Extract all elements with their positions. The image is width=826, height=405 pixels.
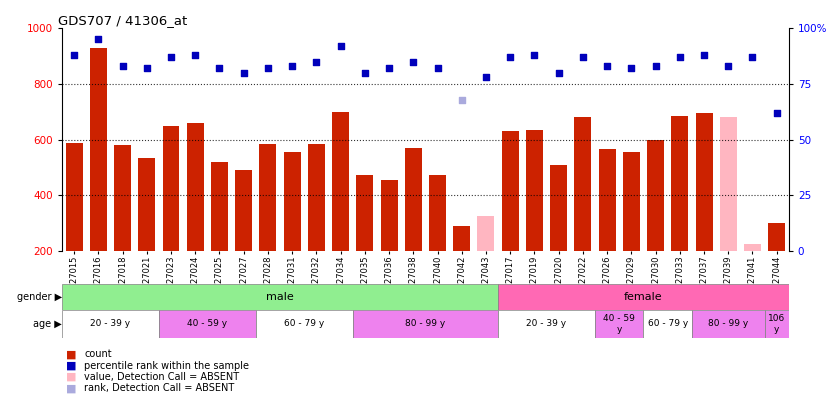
Text: ■: ■ (66, 384, 77, 393)
Point (286, 63, 299, 70)
Bar (574, 117, 591, 251)
Bar (647, 140, 664, 251)
Text: rank, Detection Call = ABSENT: rank, Detection Call = ABSENT (84, 384, 235, 393)
Bar (429, 175, 446, 251)
Bar (768, 223, 786, 251)
Bar (498, 310, 595, 338)
Bar (211, 162, 228, 251)
Point (431, 65, 444, 72)
Text: 60 - 79 y: 60 - 79 y (284, 320, 325, 328)
Point (213, 65, 226, 72)
Text: 20 - 39 y: 20 - 39 y (526, 320, 567, 328)
Text: ■: ■ (66, 350, 77, 359)
Bar (114, 145, 131, 251)
Bar (62, 310, 159, 338)
Bar (187, 123, 204, 251)
Text: GDS707 / 41306_at: GDS707 / 41306_at (59, 14, 188, 27)
Bar (672, 116, 688, 251)
Text: 40 - 59
y: 40 - 59 y (603, 314, 635, 334)
Point (358, 70, 372, 76)
Bar (65, 143, 83, 251)
Text: gender ▶: gender ▶ (17, 292, 62, 302)
Bar (595, 310, 643, 338)
Point (261, 65, 274, 72)
Point (310, 58, 323, 65)
Bar (283, 152, 301, 251)
Bar (526, 130, 543, 251)
Bar (138, 158, 155, 251)
Bar (719, 117, 737, 251)
Bar (235, 171, 252, 251)
Text: percentile rank within the sample: percentile rank within the sample (84, 361, 249, 371)
Bar (353, 310, 498, 338)
Bar (259, 144, 277, 251)
Point (649, 63, 662, 70)
Bar (90, 48, 107, 251)
Bar (477, 216, 495, 251)
Text: ■: ■ (66, 372, 77, 382)
Bar (692, 310, 765, 338)
Bar (765, 310, 789, 338)
Text: 80 - 99 y: 80 - 99 y (406, 320, 445, 328)
Bar (453, 226, 470, 251)
Bar (550, 165, 567, 251)
Point (601, 63, 614, 70)
Bar (623, 152, 640, 251)
Point (552, 70, 565, 76)
Point (140, 65, 154, 72)
Bar (599, 149, 615, 251)
Bar (159, 310, 256, 338)
Bar (332, 112, 349, 251)
Text: 40 - 59 y: 40 - 59 y (188, 320, 227, 328)
Text: 20 - 39 y: 20 - 39 y (90, 320, 131, 328)
Point (697, 52, 710, 58)
Point (504, 54, 517, 60)
Point (116, 63, 129, 70)
Point (164, 54, 178, 60)
Text: count: count (84, 350, 112, 359)
Bar (256, 310, 353, 338)
Point (406, 58, 420, 65)
Point (528, 52, 541, 58)
Bar (744, 244, 761, 251)
Point (673, 54, 686, 60)
Bar (381, 180, 397, 251)
Point (746, 54, 759, 60)
Bar (643, 310, 692, 338)
Text: female: female (624, 292, 662, 302)
Bar (308, 144, 325, 251)
Bar (356, 175, 373, 251)
Point (68, 52, 81, 58)
Bar (405, 148, 422, 251)
Point (382, 65, 396, 72)
Text: age ▶: age ▶ (33, 319, 62, 329)
Point (577, 54, 590, 60)
Bar (163, 126, 179, 251)
Text: ■: ■ (66, 361, 77, 371)
Point (722, 63, 735, 70)
Point (188, 52, 202, 58)
Point (455, 96, 468, 103)
Point (479, 74, 492, 81)
Point (237, 70, 250, 76)
Text: value, Detection Call = ABSENT: value, Detection Call = ABSENT (84, 372, 240, 382)
Point (334, 43, 347, 49)
Point (624, 65, 638, 72)
Bar (498, 284, 789, 310)
Bar (501, 131, 519, 251)
Text: male: male (266, 292, 294, 302)
Point (92, 36, 105, 43)
Text: 80 - 99 y: 80 - 99 y (708, 320, 748, 328)
Text: 60 - 79 y: 60 - 79 y (648, 320, 688, 328)
Bar (695, 113, 713, 251)
Point (770, 110, 783, 116)
Text: 106
y: 106 y (768, 314, 786, 334)
Bar (62, 284, 498, 310)
